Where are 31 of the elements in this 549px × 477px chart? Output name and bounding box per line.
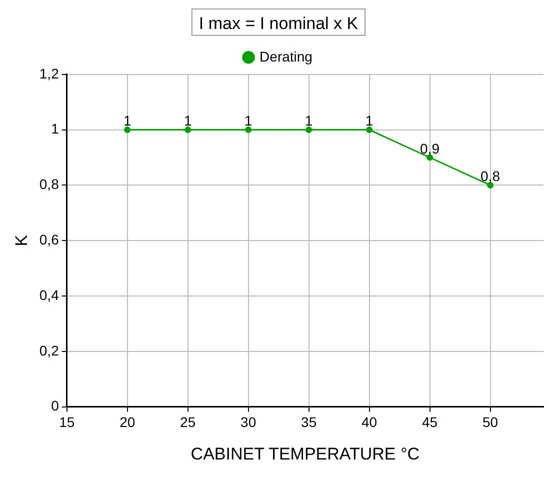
data-label: 0,9 <box>420 140 440 156</box>
data-label: 1 <box>184 112 192 129</box>
data-label: 0,8 <box>480 168 500 184</box>
y-tick-label: 1,2 <box>39 65 60 82</box>
y-tick-label: 0,4 <box>39 286 60 303</box>
x-tick-label: 35 <box>301 414 317 430</box>
x-tick-label: 50 <box>482 414 498 430</box>
y-tick-label: 0,6 <box>39 231 60 248</box>
data-label: 1 <box>365 112 374 129</box>
x-tick-label: 30 <box>240 414 256 430</box>
x-tick-label: 45 <box>422 414 438 430</box>
y-tick-label: 0 <box>51 398 60 414</box>
data-label: 1 <box>244 112 252 129</box>
y-tick-label: 0,2 <box>39 342 60 358</box>
point <box>184 126 192 134</box>
legend-label: Derating <box>260 48 312 64</box>
point <box>306 126 312 134</box>
data-label: 1 <box>123 112 132 129</box>
x-tick-label: 20 <box>120 414 136 430</box>
point <box>124 126 131 134</box>
data-label: 1 <box>304 112 313 129</box>
chart-title: I max = I nominal x K <box>198 14 359 33</box>
x-tick-label: 40 <box>362 414 378 430</box>
point <box>366 126 373 134</box>
x-tick-label: 25 <box>180 414 196 430</box>
point <box>245 126 252 134</box>
y-tick-label: 0,8 <box>39 176 60 192</box>
y-tick-label: 1 <box>51 120 60 137</box>
x-tick-label: 15 <box>59 414 75 430</box>
x-axis-title: CABINET TEMPERATURE °C <box>190 444 420 464</box>
y-axis-title: K <box>12 234 31 246</box>
